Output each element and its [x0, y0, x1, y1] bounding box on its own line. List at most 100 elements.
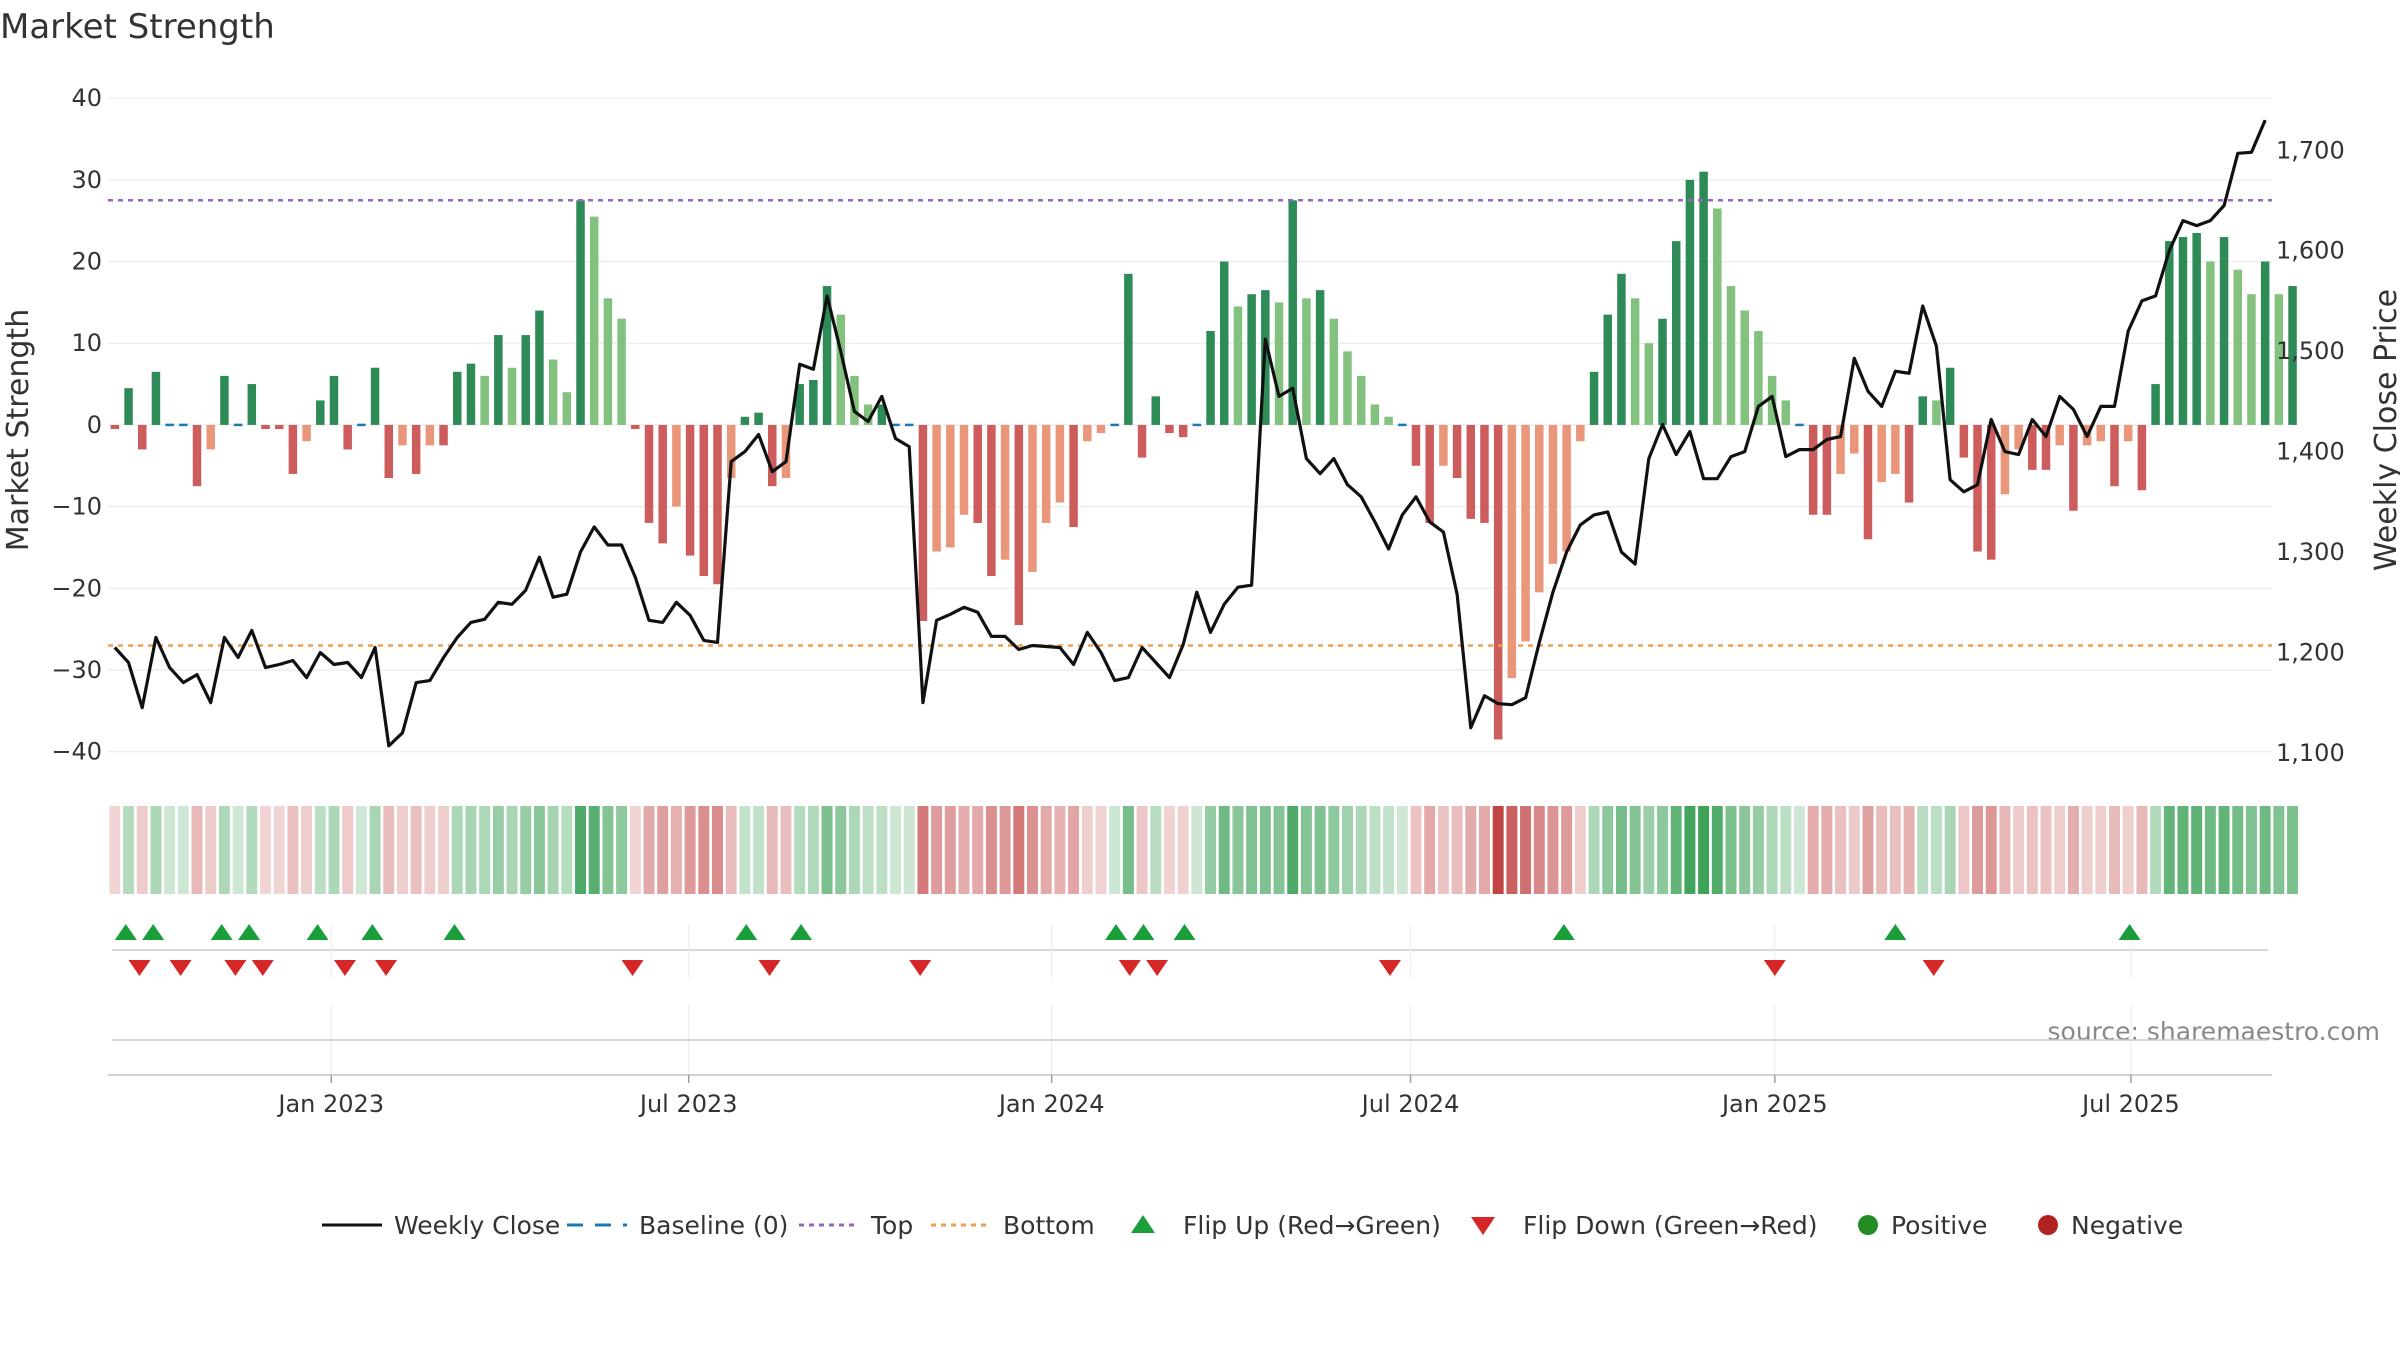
strength-bar [274, 424, 284, 429]
heat-cell [1999, 806, 2011, 894]
heat-cell [643, 806, 655, 894]
strength-bar [1589, 371, 1599, 425]
strength-bar [1315, 290, 1325, 425]
legend-item-weekly_close: Weekly Close [322, 1211, 560, 1240]
strength-bar [1808, 424, 1818, 515]
heat-cell [1287, 806, 1299, 894]
flip-up-marker [210, 924, 233, 940]
strength-bar [1685, 179, 1695, 425]
heat-cell [985, 806, 997, 894]
heat-cell [1191, 806, 1203, 894]
x-axis: Jan 2023 Jul 2023 Jan 2024 Jul 2024 Jan 2025… [108, 1005, 2272, 1118]
strength-bar [1576, 424, 1585, 442]
strength-bar [1343, 351, 1352, 425]
strength-bar [617, 318, 626, 425]
heat-cell [1520, 806, 1532, 894]
strength-bar [480, 375, 489, 425]
strength-bar [1713, 208, 1722, 425]
y-axis-label: Market Strength [1, 309, 36, 551]
strength-bar [521, 335, 530, 425]
heat-cell [2109, 806, 2120, 894]
heat-cell [109, 806, 121, 894]
heat-cell [1561, 806, 1573, 894]
strength-bar [453, 371, 462, 425]
heat-cell [218, 806, 230, 894]
strength-bar [1740, 310, 1749, 425]
y-tick-label: −20 [51, 574, 102, 602]
legend-item-negative: Negative [2038, 1211, 2183, 1240]
legend-label: Negative [2071, 1211, 2183, 1240]
y-tick-label: −10 [51, 493, 102, 521]
strength-bar [768, 424, 777, 487]
strength-bar [2233, 269, 2243, 425]
strength-bar [1836, 424, 1845, 474]
strength-bar [220, 375, 229, 425]
heat-cell [1780, 806, 1792, 894]
heat-cell [2177, 806, 2189, 894]
heat-cell [561, 806, 573, 894]
heat-cell [780, 806, 792, 894]
strength-bar [1493, 424, 1503, 740]
heat-cell [1150, 806, 1162, 894]
strength-bar [959, 424, 969, 515]
legend: Weekly Close Baseline (0) Top Bottom Flip Up… [322, 1211, 2183, 1240]
strength-bar [1206, 330, 1215, 425]
heat-cell [1711, 806, 1723, 894]
heat-cell [1821, 806, 1833, 894]
strength-bar [1932, 400, 1941, 425]
x-tick-label: Jan 2023 [276, 1090, 384, 1118]
strength-bar [877, 404, 887, 425]
flip-up-marker [361, 924, 384, 940]
x-tick-label: Jul 2023 [638, 1090, 738, 1118]
flip-up-marker [2118, 924, 2141, 940]
heat-cell [876, 806, 888, 894]
strength-bar [1617, 273, 1626, 425]
strength-bar [1850, 424, 1859, 454]
heat-cell [766, 806, 778, 894]
strength-bar [850, 375, 859, 425]
flip-down-marker [909, 960, 932, 976]
chart-title: Market Strength [0, 7, 275, 47]
heat-cell [616, 806, 628, 894]
strength-bar [2288, 286, 2297, 425]
strength-bar [1137, 424, 1147, 458]
flip-up-marker [142, 924, 165, 940]
heat-cell [725, 806, 737, 894]
flip-up-marker [443, 924, 466, 940]
weekly-close-line [113, 119, 2267, 748]
flip-up-marker [1132, 924, 1155, 940]
heat-cell [1958, 806, 1970, 894]
heat-cell [246, 806, 258, 894]
heat-cell [232, 806, 244, 894]
heat-cell [794, 806, 806, 894]
heat-cell [314, 806, 326, 894]
flip-down-marker [224, 960, 247, 976]
heat-cell [342, 806, 354, 894]
strength-bar [1754, 330, 1763, 425]
strength-bar [384, 424, 394, 479]
heat-cell [1574, 806, 1586, 894]
heat-cell [1725, 806, 1737, 894]
heat-cell [903, 806, 915, 894]
flip-markers-panel [112, 924, 2268, 978]
strength-bar [1658, 318, 1667, 425]
heat-cell [136, 806, 148, 894]
strength-bar [672, 424, 681, 507]
strength-bar [1178, 424, 1188, 438]
heat-cell [684, 806, 696, 894]
strength-bar [576, 200, 585, 425]
legend-item-baseline: Baseline (0) [567, 1211, 788, 1240]
heat-cell [506, 806, 518, 894]
strength-bar [2000, 424, 2010, 495]
heat-cell [1259, 806, 1271, 894]
y2-tick-label: 1,200 [2276, 638, 2345, 666]
heat-cell [177, 806, 189, 894]
heat-cell [1985, 806, 1997, 894]
strength-bar [439, 424, 448, 446]
strength-bar [603, 298, 613, 425]
heat-cell [931, 806, 943, 894]
heat-cell [465, 806, 477, 894]
strength-bar [137, 424, 147, 450]
heat-cell [2013, 806, 2025, 894]
strength-bar [1699, 171, 1708, 425]
